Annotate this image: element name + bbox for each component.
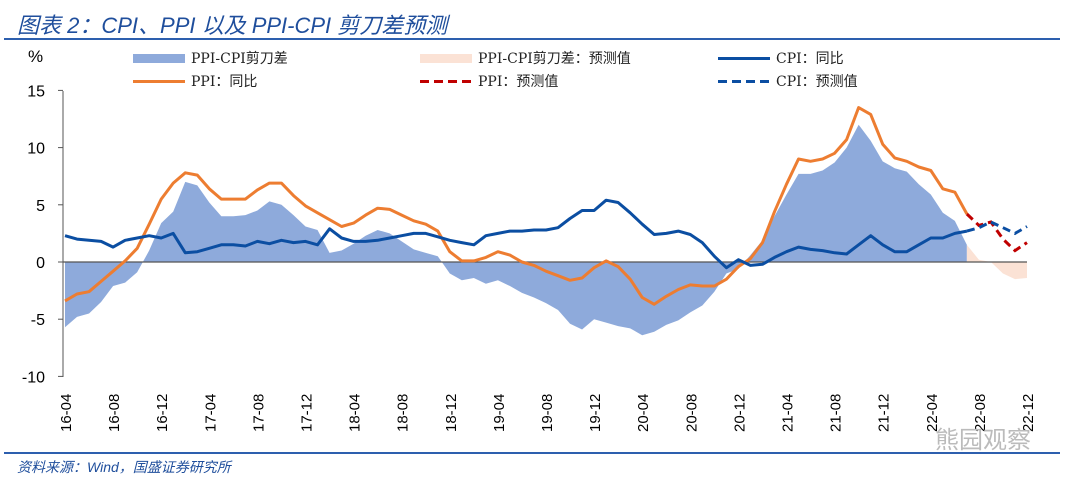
ppi-line: [64, 106, 969, 306]
x-tick-label: 17-04: [202, 394, 219, 432]
legend-spread: PPI-CPI剪刀差: [133, 49, 288, 67]
x-tick-label: 18-12: [443, 394, 460, 432]
source-note: 资料来源：Wind，国盛证券研究所: [17, 459, 231, 475]
y-tick-label: 5: [36, 198, 45, 215]
ppi-forecast-line: [965, 212, 1028, 253]
legend-spread-forecast: PPI-CPI剪刀差：预测值: [420, 49, 631, 67]
legend-label: CPI：预测值: [776, 74, 858, 90]
y-tick-label: 15: [27, 83, 45, 100]
y-tick-label: 10: [27, 141, 45, 158]
x-tick-label: 22-08: [972, 394, 989, 432]
x-tick-label: 21-08: [828, 394, 845, 432]
legend-swatch: [133, 79, 185, 83]
title-rule: [4, 38, 1060, 40]
legend-swatch: [718, 79, 770, 83]
y-tick-label: -5: [31, 312, 45, 329]
y-unit-label: %: [28, 47, 44, 66]
x-tick-label: 18-08: [395, 394, 412, 432]
y-tick-label: 0: [36, 255, 45, 272]
spread-area: [65, 124, 967, 336]
legend-cpi-forecast: CPI：预测值: [718, 72, 858, 90]
x-tick-label: 21-12: [876, 394, 893, 432]
legend-swatch: [718, 56, 770, 60]
x-tick-label: 19-12: [587, 394, 604, 432]
legend-label: PPI-CPI剪刀差: [191, 51, 288, 67]
legend-swatch: [420, 79, 472, 83]
x-tick-label: 22-12: [1020, 394, 1037, 432]
x-tick-label: 20-12: [731, 394, 748, 432]
y-tick-label: -10: [22, 369, 45, 386]
x-tick-label: 20-08: [683, 394, 700, 432]
watermark: 熊园观察: [935, 426, 1031, 454]
x-tick-label: 19-08: [539, 394, 556, 432]
x-tick-label: 22-04: [924, 394, 941, 432]
x-tick-label: 21-04: [780, 394, 797, 432]
x-tick-label: 17-08: [250, 394, 267, 432]
x-tick-label: 16-08: [106, 394, 123, 432]
legend-ppi: PPI：同比: [133, 72, 257, 90]
x-tick-label: 16-04: [58, 394, 75, 432]
x-tick-label: 20-04: [635, 394, 652, 432]
cpi-line: [64, 198, 968, 270]
legend-cpi: CPI：同比: [718, 49, 844, 67]
chart-title: 图表 2：CPI、PPI 以及 PPI-CPI 剪刀差预测: [17, 13, 448, 38]
legend-label: CPI：同比: [776, 51, 844, 67]
legend-swatch: [420, 53, 472, 63]
legend-label: PPI：同比: [191, 74, 258, 90]
legend-label: PPI：预测值: [478, 74, 559, 90]
legend-swatch: [133, 53, 185, 63]
x-tick-label: 18-04: [347, 394, 364, 432]
cpi-forecast-line: [966, 220, 1028, 236]
legend-label: PPI-CPI剪刀差：预测值: [478, 51, 631, 67]
footer-rule: [4, 452, 1060, 454]
x-tick-label: 17-12: [299, 394, 316, 432]
legend-ppi-forecast: PPI：预测值: [420, 72, 558, 90]
x-tick-label: 16-12: [154, 394, 171, 432]
x-tick-label: 19-04: [491, 394, 508, 432]
